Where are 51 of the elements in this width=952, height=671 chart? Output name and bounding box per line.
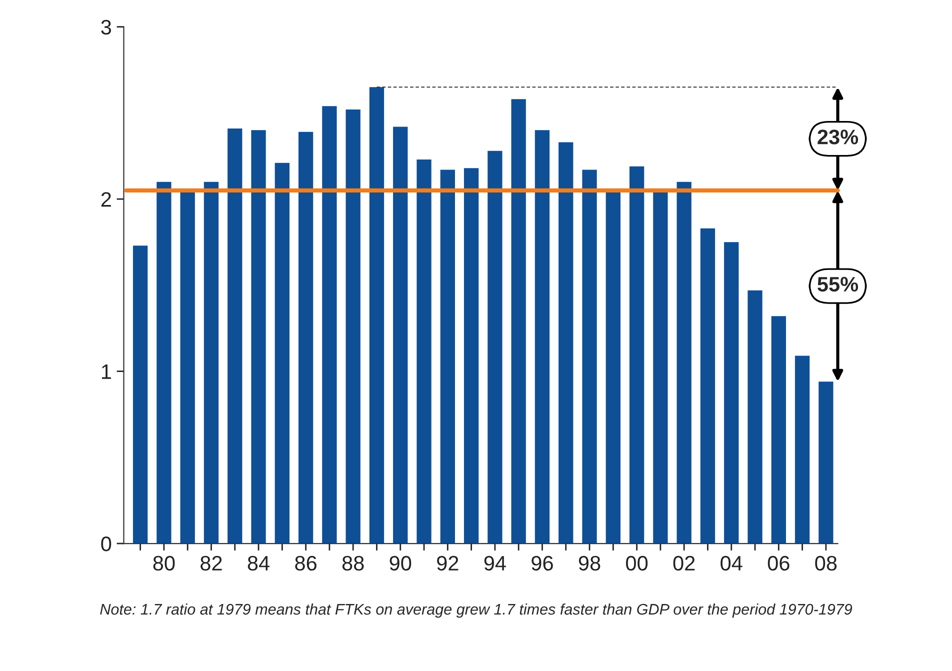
bar — [558, 142, 574, 544]
x-tick-label: 88 — [342, 556, 364, 571]
annotation: 55% — [818, 276, 858, 292]
bar — [748, 290, 762, 544]
bar — [322, 106, 337, 544]
bar — [794, 356, 810, 544]
bar — [228, 128, 242, 544]
bar — [488, 150, 502, 544]
x-tick-label: 92 — [437, 556, 458, 571]
bar — [676, 182, 692, 544]
bar — [132, 246, 148, 544]
bar — [534, 130, 550, 544]
x-tick-label: 00 — [626, 556, 648, 571]
bar — [629, 166, 644, 544]
bar — [582, 170, 597, 544]
x-tick-label: 80 — [153, 556, 175, 571]
y-tick-label: 0 — [101, 536, 112, 552]
x-tick-label: 94 — [484, 556, 506, 571]
bar — [818, 382, 834, 544]
bar — [298, 132, 314, 544]
bar — [511, 99, 526, 544]
bar — [416, 159, 432, 544]
x-tick-label: 02 — [673, 556, 695, 571]
bar — [369, 87, 384, 544]
bar — [464, 168, 479, 544]
text: Note: 1.7 ratio at 1979 means that FTKs on average grew 1.7 times faster than GDP over the period 1970-1979 — [100, 603, 852, 618]
bar — [653, 192, 668, 544]
bar — [274, 162, 290, 544]
bar — [204, 182, 219, 544]
y-tick-label: 2 — [101, 192, 111, 207]
bar — [346, 110, 360, 544]
annotation: 23% — [818, 130, 858, 144]
bar — [393, 126, 408, 544]
x-tick-label: 08 — [815, 556, 837, 571]
x-tick-label: 04 — [720, 556, 742, 571]
bar — [724, 242, 739, 544]
x-tick-label: 86 — [295, 556, 316, 571]
y-tick-label: 1 — [102, 364, 111, 379]
x-tick-label: 90 — [390, 556, 412, 571]
bar — [440, 170, 455, 544]
y-tick-label: 3 — [101, 20, 112, 35]
bar — [251, 130, 266, 544]
x-tick-label: 06 — [768, 556, 790, 571]
x-tick-label: 82 — [200, 556, 222, 571]
bar — [771, 316, 786, 544]
x-tick-label: 84 — [248, 556, 270, 571]
x-tick-label: 96 — [532, 556, 553, 571]
bar — [156, 182, 172, 544]
x-tick-label: 98 — [578, 556, 600, 571]
bar — [180, 192, 195, 544]
bar — [700, 228, 716, 544]
